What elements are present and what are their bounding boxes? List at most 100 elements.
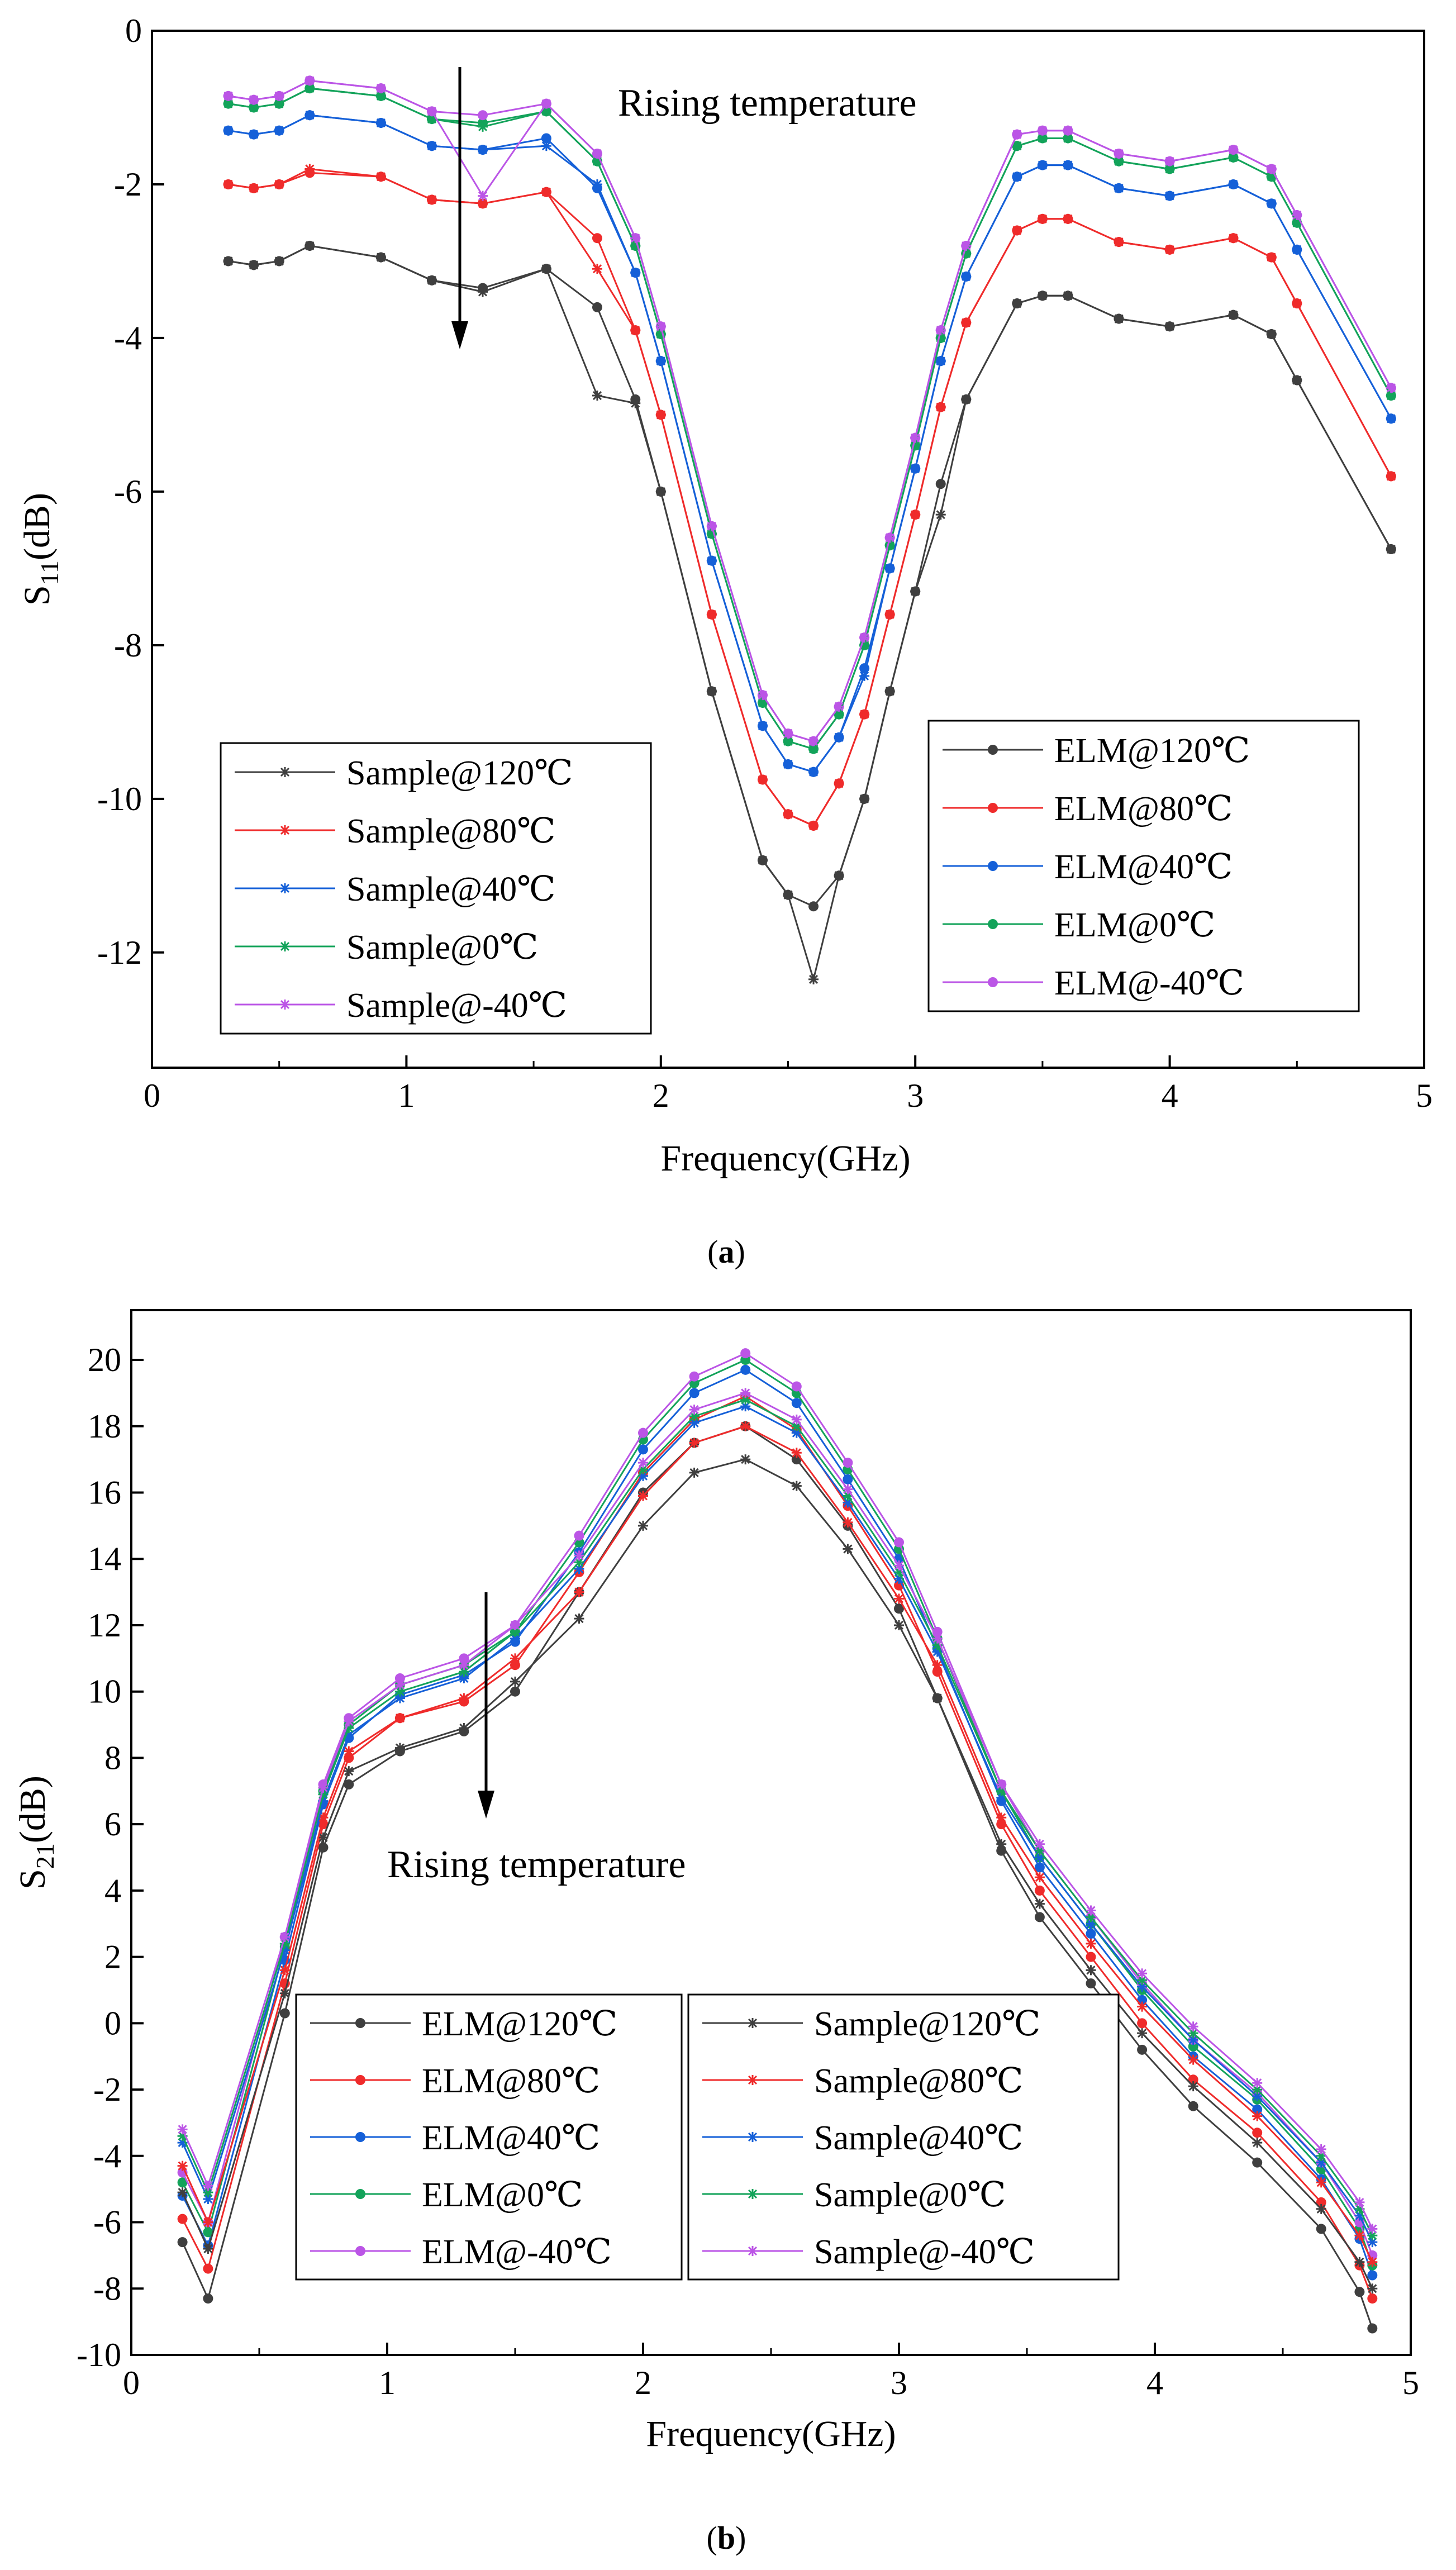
data-point-sample-80c <box>1012 225 1022 236</box>
legend-item-elm-40c: ELM@40℃ <box>943 848 1233 886</box>
data-point-sample-40c <box>706 555 717 566</box>
data-point-sample-40c <box>1164 156 1175 166</box>
legend-marker-sample-120c <box>748 2018 758 2028</box>
panel-b-series-layer <box>177 1348 1378 2334</box>
panel-b-y-title-unit: (dB) <box>12 1776 53 1843</box>
data-point-sample-80c <box>1266 252 1277 263</box>
data-point-elm-40c <box>843 1474 853 1484</box>
data-point-sample-40c <box>1367 2224 1378 2234</box>
data-point-elm-40c <box>1252 2104 1263 2115</box>
panel-b-y-tick-label: -8 <box>93 2270 121 2307</box>
data-point-sample-80c <box>935 402 946 412</box>
data-point-sample-40c <box>1034 1839 1045 1849</box>
legend-marker-sample-120c <box>280 767 290 777</box>
data-point-sample-80c <box>1386 471 1396 482</box>
data-point-sample-120c <box>884 686 895 697</box>
data-point-sample-40c <box>1266 198 1277 209</box>
data-point-sample-40c <box>757 721 768 731</box>
data-point-sample-120c <box>1034 1898 1045 1909</box>
series-line-sample-120c <box>228 245 1392 983</box>
panel-a-y-title-main: S <box>17 585 58 606</box>
data-point-sample-120c <box>783 889 793 900</box>
data-point-elm-80c <box>510 1660 520 1670</box>
data-point-elm-120c <box>344 1779 354 1790</box>
data-point-sample-80c <box>757 774 768 785</box>
legend-item-elm-120c: ELM@120℃ <box>943 732 1250 770</box>
legend-marker-sample-0c <box>748 2189 758 2199</box>
data-point-elm-120c <box>1252 2157 1263 2168</box>
legend-item-sample-40c: Sample@40℃ <box>702 2119 1023 2157</box>
data-point-elm-80c <box>1137 2018 1148 2029</box>
data-point-elm-80c <box>1034 1885 1045 1896</box>
legend-label-elm-0c: ELM@0℃ <box>1054 906 1215 944</box>
legend-label-elm-80c: ELM@80℃ <box>422 2062 600 2100</box>
panel-b-y-title-main: S <box>12 1869 53 1890</box>
data-point-sample-40c <box>910 463 921 474</box>
data-point-elm-40c <box>843 1458 853 1468</box>
data-point-sample-120c <box>1354 2257 1365 2267</box>
data-point-sample-80c <box>783 809 793 820</box>
data-point-elm-40c <box>459 1653 469 1664</box>
panel-b-legend-left: ELM@120℃ ELM@80℃ ELM@40℃ ELM@0℃ ELM@-40℃ <box>295 1993 683 2281</box>
data-point-elm-40c <box>478 110 488 121</box>
data-point-sample-40c <box>223 91 234 101</box>
data-point-sample-40c <box>935 325 946 336</box>
data-point-elm-40c <box>394 1673 405 1683</box>
data-point-sample-120c <box>510 1676 520 1687</box>
data-point-sample-40c <box>935 356 946 367</box>
panel-a-legend-left: Sample@120℃ Sample@80℃ Sample@40℃ Sample@0℃… <box>220 742 652 1035</box>
data-point-sample-40c <box>1292 210 1302 220</box>
series-line-sample-0c <box>228 87 1392 750</box>
legend-marker-elm-120c <box>355 2018 365 2028</box>
data-point-sample-40c <box>249 129 259 140</box>
data-point-sample-80c <box>655 410 666 420</box>
panel-a-y-tick-label: -6 <box>114 473 142 510</box>
data-point-sample-80c <box>791 1448 802 1458</box>
data-point-sample-120c <box>1114 313 1124 324</box>
data-point-sample-40c <box>1188 2021 1198 2032</box>
data-point-sample-120c <box>655 486 666 497</box>
legend-label-sample-80c: Sample@80℃ <box>814 2062 1023 2100</box>
panel-b-y-tick-label: -6 <box>93 2204 121 2241</box>
data-point-sample-120c <box>834 870 844 881</box>
panel-b-x-tick-label: 0 <box>123 2364 140 2401</box>
panel-b-caption: (b) <box>707 2520 746 2556</box>
panel-b-y-tick-label: 4 <box>104 1872 121 1909</box>
data-point-sample-40c <box>1386 413 1396 424</box>
panel-b-y-tick-label: 8 <box>104 1739 121 1776</box>
legend-label-elm-40c: ELM@-40℃ <box>1054 964 1244 1002</box>
data-point-sample-120c <box>541 264 551 274</box>
data-point-elm-40c <box>740 1348 751 1359</box>
data-point-sample-80c <box>1354 2230 1365 2241</box>
legend-item-elm-0c: ELM@0℃ <box>943 906 1215 944</box>
legend-item-sample-0c: Sample@0℃ <box>702 2176 1006 2214</box>
data-point-sample-40c <box>834 732 844 743</box>
panel-a-series-layer <box>223 75 1396 984</box>
panel-b-x-tick-label: 1 <box>379 2364 396 2401</box>
legend-marker-sample-40c <box>280 883 290 893</box>
data-point-sample-120c <box>426 275 437 285</box>
panel-b-caption-letter: b <box>717 2520 735 2556</box>
data-point-sample-40c <box>592 179 602 189</box>
legend-marker-sample-40c <box>748 2132 758 2142</box>
data-point-sample-80c <box>1164 244 1175 255</box>
data-point-sample-0c <box>1228 152 1239 163</box>
legend-label-sample-40c: Sample@40℃ <box>346 870 555 908</box>
panel-b-y-tick-label: 18 <box>88 1408 121 1445</box>
legend-marker-elm-40c <box>355 2132 365 2142</box>
data-point-sample-40c <box>203 2193 213 2204</box>
data-point-sample-120c <box>394 1743 405 1753</box>
legend-label-sample-120c: Sample@120℃ <box>814 2005 1040 2043</box>
legend-item-elm-120c: ELM@120℃ <box>310 2005 617 2043</box>
data-point-sample-80c <box>394 1713 405 1724</box>
data-point-elm-80c <box>177 2214 188 2224</box>
data-point-sample-40c <box>1386 383 1396 393</box>
legend-marker-sample-40c <box>748 2246 758 2256</box>
series-line-sample-40c <box>228 114 1392 773</box>
legend-label-elm-40c: ELM@40℃ <box>1054 848 1233 886</box>
data-point-sample-40c <box>1037 125 1048 136</box>
data-point-sample-120c <box>740 1454 751 1465</box>
data-point-sample-40c <box>375 117 386 128</box>
data-point-sample-80c <box>177 2160 188 2171</box>
